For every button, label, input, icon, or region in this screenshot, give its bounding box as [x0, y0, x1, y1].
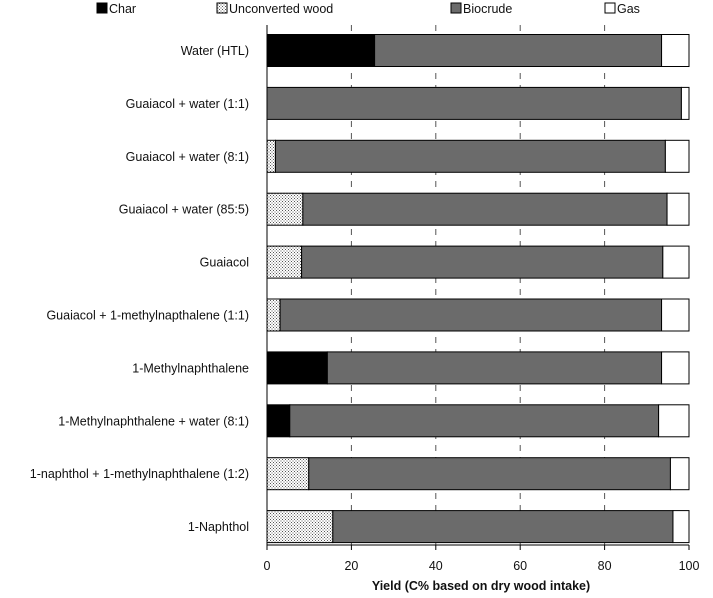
category-label-1: Guaiacol + water (1:1)	[126, 97, 249, 111]
x-tick-label-80: 80	[598, 559, 612, 573]
category-label-2: Guaiacol + water (8:1)	[126, 150, 249, 164]
legend-label-biocrude: Biocrude	[463, 2, 512, 16]
category-label-3: Guaiacol + water (85:5)	[119, 203, 249, 217]
category-label-9: 1-Naphthol	[188, 520, 249, 534]
category-label-7: 1-Methylnaphthalene + water (8:1)	[58, 414, 249, 428]
bar-segment-gas-6	[661, 351, 690, 385]
bar-segment-gas-7	[658, 404, 690, 438]
x-axis-title: Yield (C% based on dry wood intake)	[372, 579, 590, 593]
bar-segment-unconverted-wood-2	[266, 139, 276, 173]
legend: Char Unconverted wood Biocrude Gas	[96, 2, 640, 16]
bar-segment-gas-9	[672, 510, 690, 544]
bar-segment-gas-3	[666, 192, 690, 226]
x-tick-label-20: 20	[344, 559, 358, 573]
bars	[266, 34, 690, 544]
bar-segment-gas-4	[662, 245, 690, 279]
bar-segment-biocrude-2	[274, 139, 666, 173]
legend-label-unconverted-wood: Unconverted wood	[229, 2, 333, 16]
bar-segment-unconverted-wood-5	[266, 298, 281, 332]
legend-swatch-char	[96, 2, 108, 14]
category-label-8: 1-naphthol + 1-methylnaphthalene (1:2)	[30, 467, 249, 481]
bar-segment-char-0	[266, 34, 376, 67]
bar-segment-biocrude-4	[301, 245, 664, 279]
x-tick-label-40: 40	[429, 559, 443, 573]
legend-swatch-biocrude	[450, 2, 462, 14]
category-label-4: Guaiacol	[200, 256, 249, 270]
bar-segment-biocrude-9	[332, 510, 674, 544]
x-tick-label-100: 100	[679, 559, 700, 573]
bar-segment-gas-5	[661, 298, 690, 332]
legend-swatch-unconverted-wood	[216, 2, 228, 14]
x-axis: 0 20 40 60 80 100	[264, 25, 700, 573]
bar-segment-gas-8	[669, 457, 690, 491]
bar-segment-gas-2	[664, 139, 690, 173]
x-tick-label-0: 0	[264, 559, 271, 573]
bar-segment-unconverted-wood-9	[266, 510, 334, 544]
bar-segment-gas-0	[661, 34, 690, 67]
category-labels: Water (HTL) Guaiacol + water (1:1) Guaiaco…	[30, 44, 249, 534]
bar-segment-unconverted-wood-8	[266, 457, 310, 491]
bar-segment-unconverted-wood-3	[266, 192, 304, 226]
category-label-5: Guaiacol + 1-methylnapthalene (1:1)	[46, 309, 249, 323]
legend-label-char: Char	[109, 2, 136, 16]
bar-segment-biocrude-6	[326, 351, 663, 385]
bar-segment-biocrude-5	[279, 298, 663, 332]
category-label-0: Water (HTL)	[181, 44, 249, 58]
bar-segment-char-6	[266, 351, 328, 385]
bar-segment-biocrude-8	[308, 457, 671, 491]
bar-segment-gas-1	[680, 86, 690, 120]
legend-label-gas: Gas	[617, 2, 640, 16]
bar-segment-char-7	[266, 404, 291, 438]
bar-segment-biocrude-0	[374, 34, 663, 67]
bar-segment-biocrude-3	[302, 192, 668, 226]
legend-swatch-gas	[604, 2, 616, 14]
x-tick-label-60: 60	[513, 559, 527, 573]
bar-segment-biocrude-1	[266, 86, 682, 120]
bar-segment-biocrude-7	[289, 404, 660, 438]
bar-segment-unconverted-wood-4	[266, 245, 303, 279]
category-label-6: 1-Methylnaphthalene	[132, 361, 249, 375]
